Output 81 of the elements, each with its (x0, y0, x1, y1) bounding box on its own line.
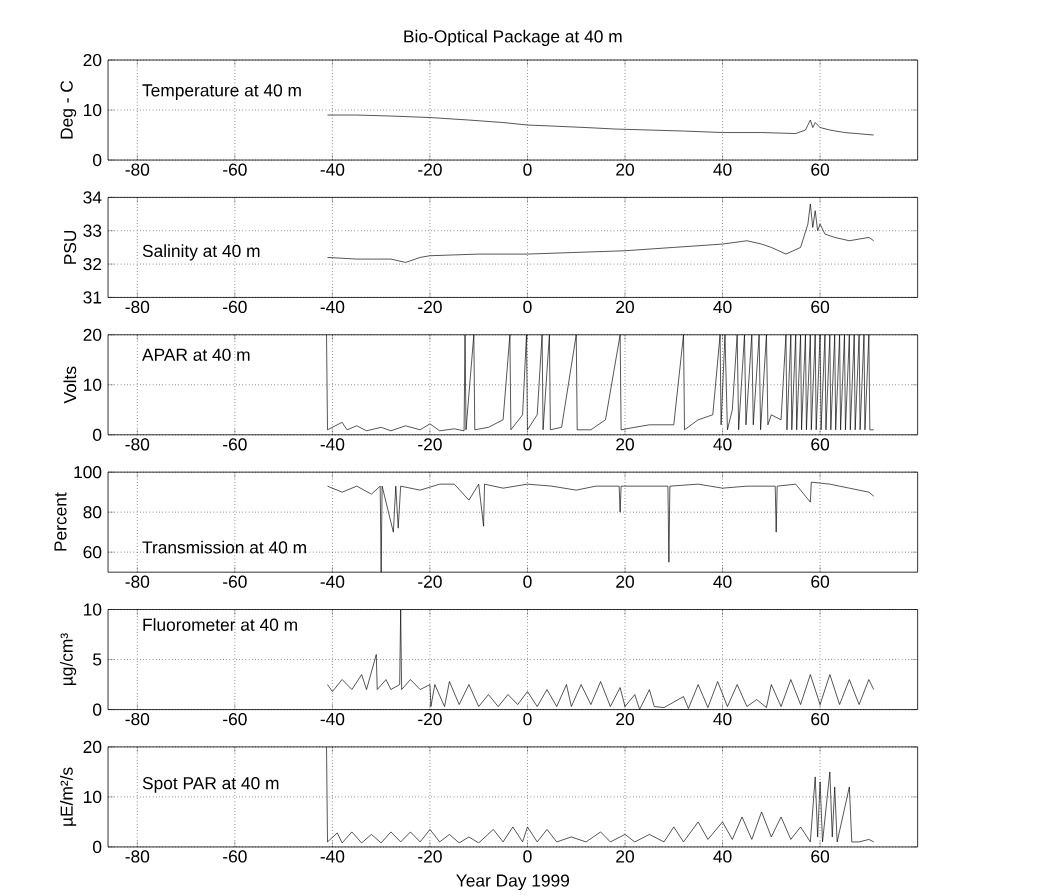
x-axis-title: Year Day 1999 (456, 874, 570, 891)
y-axis-title: Percent (54, 492, 67, 551)
x-tick-label: -40 (320, 300, 345, 314)
y-axis-title: PSU (63, 230, 77, 264)
x-tick-label: 60 (811, 850, 830, 863)
x-tick-label: 40 (713, 163, 732, 176)
y-tick-label: 20 (83, 740, 102, 754)
x-tick-label: -40 (320, 575, 345, 588)
x-tick-label: 40 (713, 575, 732, 588)
y-tick-label: 34 (83, 191, 102, 204)
x-tick-label: 60 (811, 163, 830, 176)
x-tick-label: -60 (223, 712, 247, 726)
x-tick-label: -80 (125, 163, 150, 176)
annotation: APAR at 40 m (142, 348, 250, 361)
y-tick-label: 32 (83, 257, 102, 271)
y-tick-label: 0 (93, 428, 102, 441)
y-tick-label: 10 (84, 603, 102, 616)
x-tick-label: 60 (811, 300, 830, 314)
x-tick-label: 40 (713, 850, 732, 863)
x-tick-label: -20 (418, 850, 442, 863)
x-tick-label: -60 (223, 300, 247, 314)
y-tick-label: 80 (83, 506, 102, 519)
x-tick-label: -20 (418, 438, 442, 451)
x-tick-label: -80 (125, 438, 150, 451)
x-tick-label: -20 (418, 300, 442, 314)
x-tick-label: -40 (320, 438, 345, 451)
x-tick-label: 20 (616, 712, 634, 726)
x-tick-label: -40 (320, 712, 345, 726)
y-tick-label: 100 (74, 466, 102, 479)
x-tick-label: 0 (523, 712, 532, 726)
x-tick-label: 20 (616, 438, 634, 451)
y-tick-label: 5 (93, 653, 102, 666)
x-tick-label: -80 (125, 850, 150, 863)
x-tick-label: 40 (713, 300, 732, 314)
x-tick-label: 0 (523, 850, 532, 863)
annotation: Salinity at 40 m (142, 244, 260, 261)
y-axis-title: Deg - C (60, 80, 77, 139)
annotation: Fluorometer at 40 m (143, 618, 297, 631)
y-tick-label: 10 (84, 103, 102, 117)
x-tick-label: -20 (418, 712, 442, 726)
x-tick-label: -20 (418, 163, 442, 176)
y-tick-label: 60 (83, 546, 102, 559)
x-tick-label: -60 (223, 575, 247, 588)
y-tick-label: 10 (84, 790, 102, 804)
y-axis-title: µE/m²/s (60, 767, 77, 826)
annotation: Transmission at 40 m (142, 540, 306, 554)
y-tick-label: 31 (83, 291, 102, 304)
x-tick-label: 20 (616, 575, 634, 588)
x-tick-label: 40 (713, 712, 732, 726)
y-tick-label: 10 (84, 378, 102, 391)
chart-title: Bio-Optical Package at 40 m (404, 29, 622, 47)
x-tick-label: 0 (523, 575, 532, 588)
x-tick-label: -60 (223, 850, 247, 863)
x-tick-label: -60 (223, 163, 247, 176)
x-tick-label: -40 (320, 163, 345, 176)
annotation: Temperature at 40 m (142, 84, 301, 100)
x-tick-label: 20 (616, 850, 634, 863)
x-tick-label: 0 (523, 438, 532, 451)
y-tick-label: 0 (93, 703, 102, 716)
annotation: Spot PAR at 40 m (142, 777, 279, 793)
x-tick-label: -80 (125, 300, 150, 314)
x-tick-label: 20 (616, 300, 634, 314)
y-tick-label: 33 (83, 224, 102, 237)
y-tick-label: 0 (93, 153, 102, 167)
x-tick-label: -80 (125, 575, 150, 588)
x-tick-label: -20 (418, 575, 442, 588)
x-tick-label: -40 (320, 850, 345, 863)
x-tick-label: 60 (811, 575, 830, 588)
y-axis-title: Volts (63, 366, 77, 404)
x-tick-label: -60 (223, 438, 247, 451)
y-tick-label: 20 (83, 53, 102, 67)
x-tick-label: -80 (125, 712, 150, 726)
x-tick-label: 0 (523, 300, 532, 314)
y-axis-title: µg/cm³ (60, 633, 77, 686)
y-tick-label: 0 (93, 840, 102, 854)
x-tick-label: 0 (523, 163, 532, 176)
y-tick-label: 20 (83, 328, 102, 341)
x-tick-label: 60 (811, 712, 830, 726)
x-tick-label: 40 (713, 438, 732, 451)
x-tick-label: 20 (616, 163, 634, 176)
x-tick-label: 60 (811, 438, 830, 451)
